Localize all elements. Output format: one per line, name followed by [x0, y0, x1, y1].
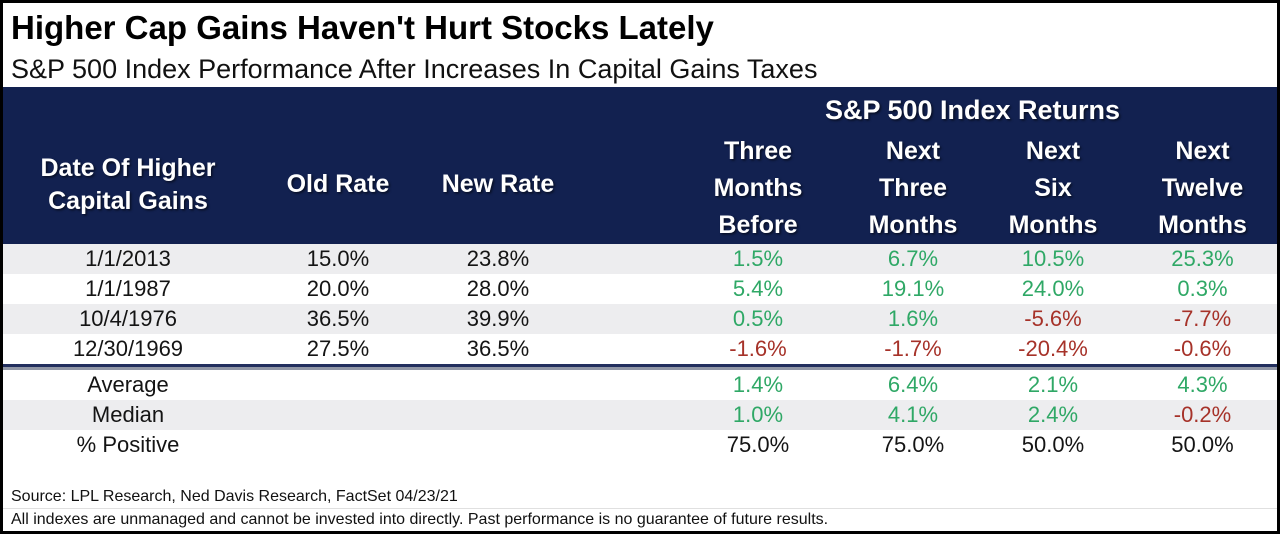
summary-label: Average [87, 372, 169, 397]
spacer-cell [573, 400, 668, 430]
return-cell: 1.5% [668, 244, 848, 274]
table-row-1987: 1/1/1987 20.0% 28.0% 5.4% 19.1% 24.0% 0.… [3, 274, 1277, 304]
return-cell: -20.4% [1018, 336, 1088, 361]
table-row-1969: 12/30/1969 27.5% 36.5% -1.6% -1.7% -20.4… [3, 334, 1277, 366]
empty-cell [253, 400, 423, 430]
table-row-2013: 1/1/2013 15.0% 23.8% 1.5% 6.7% 10.5% 25.… [3, 244, 1277, 274]
returns-table: Date Of Higher Capital Gains Old Rate Ne… [3, 87, 1277, 460]
return-cell: 10.5% [978, 244, 1128, 274]
return-cell: 2.1% [1027, 372, 1079, 397]
summary-row-pct-positive: % Positive 75.0% 75.0% 50.0% 50.0% [3, 430, 1277, 460]
new-rate-cell: 36.5% [466, 336, 530, 361]
col-header-next-three-months: Next Three Months [848, 132, 978, 244]
summary-separator [3, 364, 1277, 370]
return-cell: 6.7% [848, 244, 978, 274]
col-header-next-twelve-months: Next Twelve Months [1128, 132, 1277, 244]
summary-row-median: Median 1.0% 4.1% 2.4% -0.2% [3, 400, 1277, 430]
summary-label: Median [3, 400, 253, 430]
spacer-cell [573, 334, 668, 366]
empty-cell [423, 370, 573, 400]
summary-label: % Positive [76, 432, 180, 457]
new-rate-cell: 23.8% [423, 244, 573, 274]
return-cell: 50.0% [1171, 432, 1234, 457]
return-cell: 4.3% [1177, 372, 1228, 397]
column-headers-row: Three Months Before Next Three Months Ne… [3, 132, 1277, 244]
return-cell: -7.7% [1128, 304, 1277, 334]
old-rate-cell: 20.0% [306, 276, 370, 301]
return-cell: 19.1% [881, 276, 945, 301]
empty-cell [253, 370, 423, 400]
return-cell: 0.3% [1177, 276, 1228, 301]
return-cell: 6.4% [887, 372, 939, 397]
separator-line [3, 364, 1277, 370]
table-body: 1/1/2013 15.0% 23.8% 1.5% 6.7% 10.5% 25.… [3, 244, 1277, 460]
return-cell: -5.6% [978, 304, 1128, 334]
empty-cell [423, 400, 573, 430]
group-header-sp500-returns: S&P 500 Index Returns [668, 87, 1277, 132]
return-cell: 75.0% [726, 432, 790, 457]
date-cell: 1/1/1987 [85, 276, 171, 301]
old-rate-cell: 15.0% [253, 244, 423, 274]
return-cell: 4.1% [848, 400, 978, 430]
page-title: Higher Cap Gains Haven't Hurt Stocks Lat… [11, 9, 714, 46]
col-header-three-months-before: Three Months Before [668, 132, 848, 244]
page-subtitle: S&P 500 Index Performance After Increase… [11, 54, 818, 84]
title-block: Higher Cap Gains Haven't Hurt Stocks Lat… [3, 3, 1277, 87]
col-header-old-rate: Old Rate [253, 87, 423, 244]
return-cell: -1.7% [884, 336, 942, 361]
return-cell: 50.0% [1021, 432, 1085, 457]
old-rate-cell: 27.5% [306, 336, 370, 361]
date-cell: 1/1/2013 [3, 244, 253, 274]
return-cell: 0.5% [668, 304, 848, 334]
spacer-cell [573, 370, 668, 400]
return-cell: 75.0% [881, 432, 945, 457]
spacer-cell [573, 430, 668, 460]
return-cell: 25.3% [1128, 244, 1277, 274]
return-cell: 24.0% [1021, 276, 1085, 301]
spacer-cell [573, 304, 668, 334]
empty-cell [423, 430, 573, 460]
return-cell: 1.6% [848, 304, 978, 334]
return-cell: -1.6% [729, 336, 787, 361]
return-cell: 5.4% [732, 276, 784, 301]
summary-row-average: Average 1.4% 6.4% 2.1% 4.3% [3, 370, 1277, 400]
return-cell: 1.0% [668, 400, 848, 430]
header-spacer [573, 87, 668, 244]
disclaimer-text: All indexes are unmanaged and cannot be … [3, 508, 1277, 531]
old-rate-cell: 36.5% [253, 304, 423, 334]
source-text: Source: LPL Research, Ned Davis Research… [11, 488, 458, 505]
footer: Source: LPL Research, Ned Davis Research… [3, 485, 1277, 531]
return-cell: -0.6% [1173, 336, 1232, 361]
table-header: Date Of Higher Capital Gains Old Rate Ne… [3, 87, 1277, 244]
date-cell: 12/30/1969 [72, 336, 184, 361]
return-cell: -0.2% [1128, 400, 1277, 430]
col-header-date: Date Of Higher Capital Gains [3, 87, 253, 244]
table-row-1976: 10/4/1976 36.5% 39.9% 0.5% 1.6% -5.6% -7… [3, 304, 1277, 334]
new-rate-cell: 28.0% [466, 276, 530, 301]
return-cell: 1.4% [732, 372, 784, 397]
spacer-cell [573, 274, 668, 304]
new-rate-cell: 39.9% [423, 304, 573, 334]
col-header-next-six-months: Next Six Months [978, 132, 1128, 244]
date-cell: 10/4/1976 [3, 304, 253, 334]
col-header-new-rate: New Rate [423, 87, 573, 244]
spacer-cell [573, 244, 668, 274]
empty-cell [253, 430, 423, 460]
group-header-row: Date Of Higher Capital Gains Old Rate Ne… [3, 87, 1277, 244]
return-cell: 2.4% [978, 400, 1128, 430]
